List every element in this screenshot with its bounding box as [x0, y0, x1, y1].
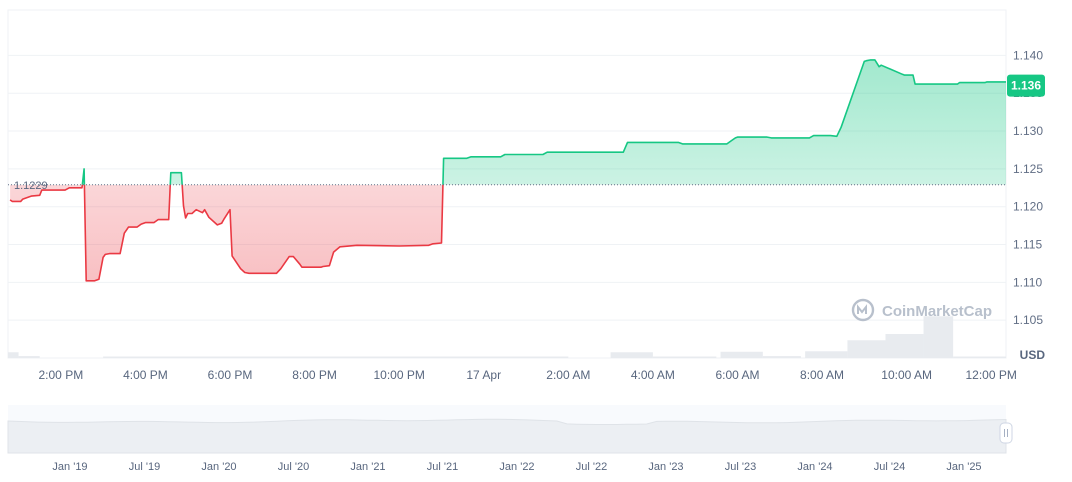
current-price-badge: 1.136	[1007, 74, 1045, 97]
navigator-tick-label: Jan '21	[350, 461, 385, 473]
volume-bar	[923, 316, 954, 358]
navigator-tick-label: Jul '21	[427, 461, 458, 473]
y-tick-label: 1.105	[1013, 313, 1043, 327]
area-below-baseline	[10, 184, 1006, 281]
coinmarketcap-logo-icon	[851, 298, 875, 322]
range-navigator[interactable]: Jan '19 Jul '19 Jan '20 Jul '20 Jan '21 Jul '…	[7, 405, 1013, 473]
navigator-tick-label: Jul '20	[278, 461, 309, 473]
y-tick-label: 1.130	[1013, 124, 1043, 138]
navigator-tick-label: Jul '19	[129, 461, 160, 473]
watermark: CoinMarketCap	[851, 298, 992, 322]
y-tick-label: 1.125	[1013, 162, 1043, 176]
navigator-handle[interactable]	[999, 422, 1013, 444]
x-tick-label: 12:00 PM	[966, 368, 1017, 382]
area-above-baseline	[82, 59, 1006, 185]
price-line[interactable]	[9, 59, 1006, 282]
x-tick-label: 8:00 AM	[800, 368, 844, 382]
x-tick-label: 6:00 AM	[715, 368, 759, 382]
navigator-tick-label: Jan '20	[201, 461, 236, 473]
navigator-tick-label: Jul '23	[725, 461, 756, 473]
navigator-tick-label: Jul '22	[576, 461, 607, 473]
x-axis: 2:00 PM 4:00 PM 6:00 PM 8:00 PM 10:00 PM 17 A…	[39, 368, 1017, 382]
navigator-tick-label: Jan '19	[52, 461, 87, 473]
x-tick-label: 4:00 PM	[123, 368, 168, 382]
navigator-tick-label: Jan '24	[797, 461, 832, 473]
volume-bar	[652, 356, 717, 358]
x-tick-label: 8:00 PM	[292, 368, 337, 382]
x-tick-label: 2:00 AM	[546, 368, 590, 382]
volume-bar	[762, 356, 801, 358]
volume-bar	[885, 334, 924, 358]
navigator-tick-label: Jan '23	[648, 461, 683, 473]
x-tick-label: 6:00 PM	[208, 368, 253, 382]
navigator-tick-label: Jan '22	[499, 461, 534, 473]
volume-bar	[805, 351, 848, 358]
y-tick-label: 1.140	[1013, 48, 1043, 62]
navigator-tick-label: Jul '24	[874, 461, 905, 473]
current-price-value: 1.136	[1011, 79, 1041, 93]
price-line-up[interactable]	[10, 59, 1006, 281]
baseline-value: 1.1229	[14, 180, 48, 192]
x-tick-label: 10:00 AM	[881, 368, 932, 382]
volume-bar	[953, 356, 1006, 358]
x-tick-label: 2:00 PM	[39, 368, 84, 382]
volume-bars	[8, 316, 1006, 358]
baseline-label: 1.1229	[14, 180, 48, 192]
price-line-down[interactable]	[9, 60, 1006, 282]
y-tick-label: 1.110	[1013, 275, 1042, 289]
x-tick-label: 17 Apr	[466, 368, 501, 382]
current-price-badge-bg	[1007, 74, 1045, 97]
volume-bar	[8, 352, 19, 358]
x-tick-label: 10:00 PM	[373, 368, 424, 382]
volume-bar	[18, 356, 40, 358]
watermark-text: CoinMarketCap	[882, 303, 992, 320]
volume-bar	[103, 356, 569, 358]
currency-label: USD	[1020, 348, 1046, 362]
x-tick-label: 4:00 AM	[631, 368, 675, 382]
y-tick-label: 1.115	[1013, 238, 1042, 252]
volume-bar	[720, 351, 763, 358]
volume-bar	[847, 340, 886, 358]
volume-bar	[610, 352, 653, 358]
y-tick-label: 1.120	[1013, 200, 1043, 214]
navigator-tick-label: Jan '25	[946, 461, 981, 473]
navigator-axis: Jan '19 Jul '19 Jan '20 Jul '20 Jan '21 Jul '…	[52, 461, 981, 473]
navigator-area	[7, 418, 1007, 454]
price-area	[10, 59, 1006, 281]
